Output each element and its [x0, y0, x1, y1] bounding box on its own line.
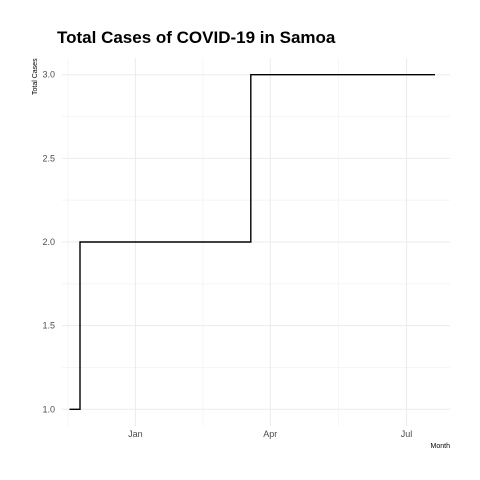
- y-axis-ticks: 1.0 1.5 2.0 2.5 3.0: [42, 70, 55, 415]
- series-line-total-cases: [69, 74, 435, 410]
- y-tick-label: 1.0: [42, 404, 55, 414]
- x-tick-label: Jul: [401, 429, 413, 439]
- y-tick-label: 1.5: [42, 321, 55, 331]
- y-axis-title: Total Cases: [32, 58, 39, 95]
- y-tick-label: 2.5: [42, 153, 55, 163]
- y-tick-label: 2.0: [42, 237, 55, 247]
- x-tick-label: Apr: [263, 429, 277, 439]
- x-axis-ticks: Jan Apr Jul: [128, 429, 412, 439]
- y-tick-label: 3.0: [42, 70, 55, 80]
- x-tick-label: Jan: [128, 429, 143, 439]
- chart-title: Total Cases of COVID-19 in Samoa: [57, 28, 336, 47]
- x-axis-title: Month: [431, 443, 451, 450]
